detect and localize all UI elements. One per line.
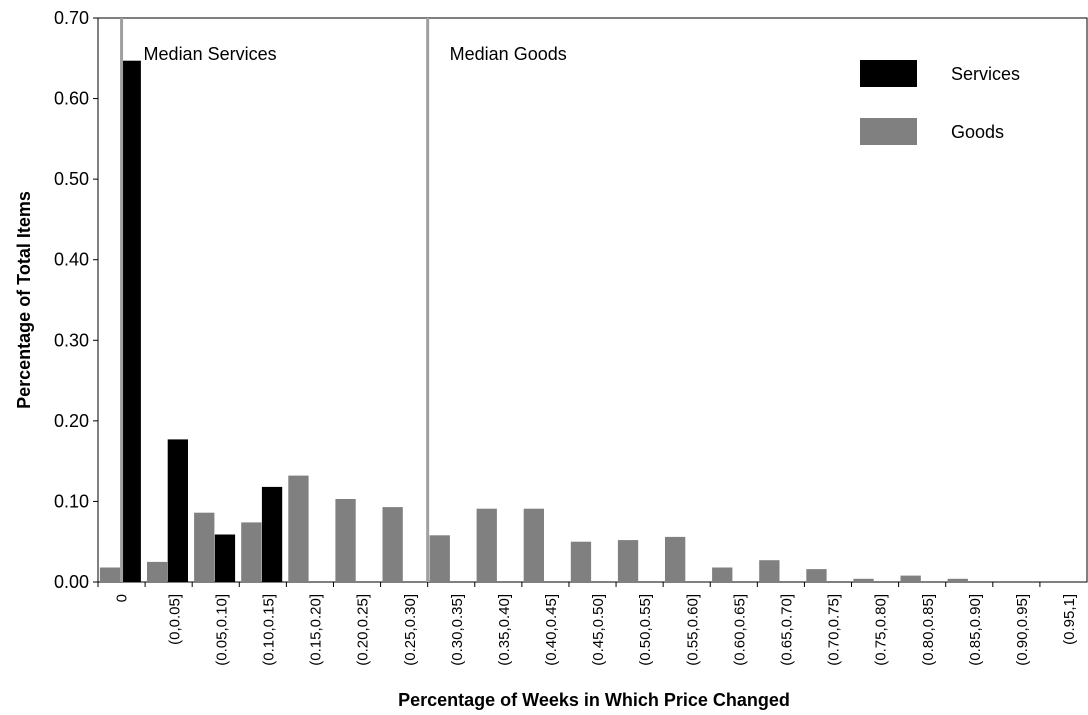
plot-area-border (97, 17, 1088, 583)
x-axis: 0 (0,0.05] (0.05,0.10] (0.10,0.15] (0.15,0.2… (97, 582, 1078, 666)
legend-label-goods: Goods (951, 122, 1004, 142)
legend-swatch-services (860, 60, 917, 87)
x-category-label: (0.75,0.80] (873, 594, 890, 666)
bar-goods-13 (712, 567, 733, 582)
x-category-label: (0,0.05] (166, 594, 183, 645)
legend: Services Goods (860, 60, 1020, 145)
x-category-label: (0.60,0.65] (731, 594, 748, 666)
x-category-label: (0.90,0.95] (1014, 594, 1031, 666)
bar-goods-9 (523, 508, 544, 582)
y-tick-label: 0.10 (54, 491, 89, 511)
plot-frame (97, 17, 1088, 583)
x-category-label: (0.45,0.50] (590, 594, 607, 666)
bar-goods-7 (429, 535, 450, 582)
x-category-label: (0.65,0.70] (779, 594, 796, 666)
bar-goods-16 (853, 578, 874, 582)
x-category-label: (0.25,0.30] (402, 594, 419, 666)
bar-goods-3 (241, 522, 262, 582)
x-category-label: (0.55,0.60] (684, 594, 701, 666)
x-axis-title: Percentage of Weeks in Which Price Chang… (398, 690, 790, 710)
x-category-label: (0.35,0.40] (496, 594, 513, 666)
bar-services-0 (120, 60, 141, 582)
median-lines: Median Services Median Goods (120, 18, 567, 582)
bar-goods-2 (194, 512, 215, 582)
x-category-label: (0.80,0.85] (920, 594, 937, 666)
y-tick-label: 0.40 (54, 250, 89, 270)
bar-services-3 (261, 486, 283, 582)
x-category-label: (0.30,0.35] (449, 594, 466, 666)
y-axis-title: Percentage of Total Items (14, 191, 34, 409)
x-category-label: (0.50,0.55] (637, 594, 654, 666)
x-category-label: 0 (114, 594, 131, 602)
bar-goods-18 (947, 578, 968, 582)
y-tick-label: 0.30 (54, 330, 89, 350)
x-category-label: (0.40,0.45] (543, 594, 560, 666)
y-tick-label: 0.00 (54, 572, 89, 592)
x-category-label: (0.95,1] (1061, 594, 1078, 645)
y-tick-label: 0.50 (54, 169, 89, 189)
legend-label-services: Services (951, 64, 1020, 84)
legend-swatch-goods (860, 118, 917, 145)
y-tick-label: 0.20 (54, 411, 89, 431)
bar-goods-17 (900, 575, 921, 582)
median-label-1: Median Goods (450, 44, 567, 64)
y-tick-label: 0.70 (54, 8, 89, 28)
bar-services-2 (214, 534, 236, 582)
bar-goods-12 (665, 536, 686, 582)
median-label-0: Median Services (144, 44, 277, 64)
bar-services-1 (167, 439, 188, 582)
x-category-label: (0.85,0.90] (967, 594, 984, 666)
bar-goods-10 (570, 541, 592, 582)
bar-goods-1 (147, 561, 168, 582)
bar-goods-6 (382, 507, 403, 582)
y-tick-label: 0.60 (54, 89, 89, 109)
bar-goods-11 (617, 540, 639, 582)
bar-goods-15 (806, 569, 827, 582)
bar-goods-8 (476, 508, 497, 582)
bar-goods-14 (759, 560, 780, 582)
bar-goods-4 (288, 475, 309, 582)
x-category-label: (0.10,0.15] (261, 594, 278, 666)
x-category-label: (0.70,0.75] (826, 594, 843, 666)
x-category-label: (0.15,0.20] (308, 594, 325, 666)
x-category-label: (0.05,0.10] (213, 594, 230, 666)
bars-group (99, 60, 968, 582)
x-category-label: (0.20,0.25] (355, 594, 372, 666)
bar-goods-0 (99, 567, 121, 582)
y-axis: 0.00 0.10 0.20 0.30 0.40 0.50 0.60 0.70 (54, 8, 98, 592)
bar-goods-5 (335, 499, 356, 582)
